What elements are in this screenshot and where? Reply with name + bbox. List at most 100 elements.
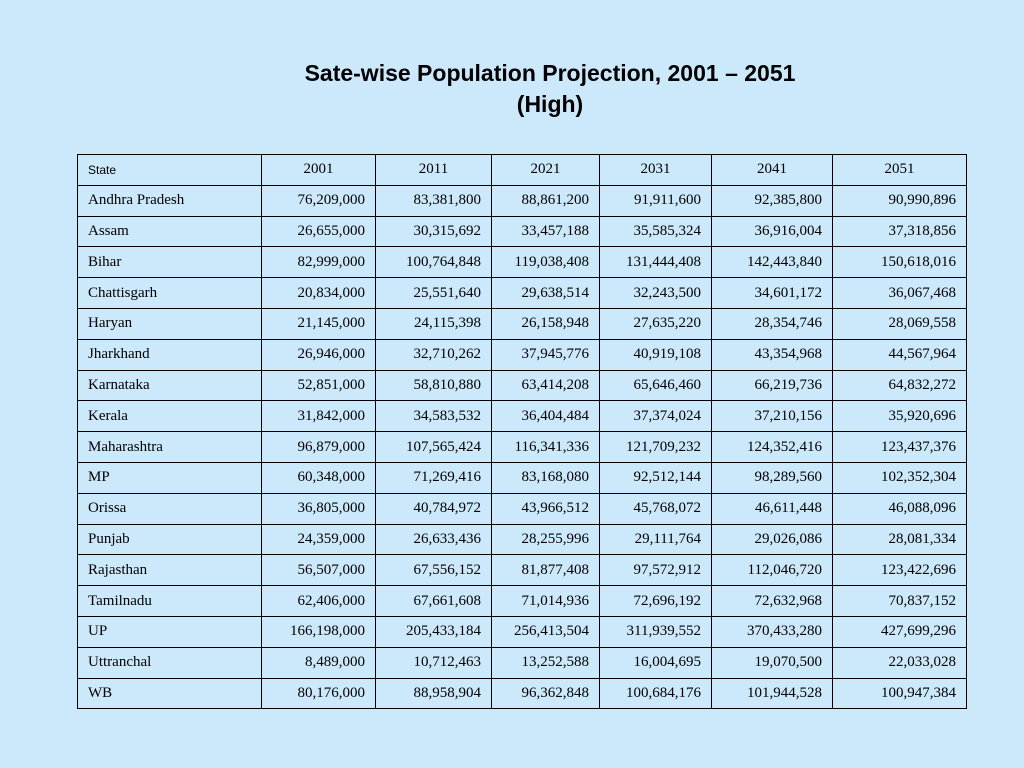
column-header-state: State [77,154,262,186]
column-header-2051: 2051 [832,154,967,186]
page-title: Sate-wise Population Projection, 2001 – … [200,58,900,120]
state-name-cell: Haryan [77,307,262,340]
population-cell: 52,851,000 [261,369,376,402]
population-cell: 28,069,558 [832,307,967,340]
population-cell: 24,359,000 [261,523,376,556]
state-name-cell: Tamilnadu [77,585,262,617]
table-row: Maharashtra 96,879,000 107,565,424 116,341,… [77,431,967,463]
population-cell: 26,946,000 [261,338,376,371]
table-row: Assam 26,655,000 30,315,692 33,457,188 35,58… [77,215,967,248]
population-cell: 16,004,695 [599,646,712,679]
population-cell: 88,861,200 [491,184,600,217]
population-cell: 29,638,514 [491,277,600,309]
population-cell: 101,944,528 [711,677,833,710]
population-cell: 98,289,560 [711,461,833,494]
population-cell: 72,696,192 [599,585,712,617]
population-cell: 29,111,764 [599,523,712,556]
population-cell: 37,210,156 [711,400,833,433]
population-cell: 62,406,000 [261,585,376,617]
population-cell: 46,088,096 [832,492,967,525]
population-cell: 100,947,384 [832,677,967,710]
population-cell: 100,764,848 [375,246,492,279]
column-header-2011: 2011 [375,154,492,186]
population-cell: 45,768,072 [599,492,712,525]
population-cell: 65,646,460 [599,369,712,402]
population-cell: 256,413,504 [491,615,600,648]
population-cell: 28,255,996 [491,523,600,556]
population-cell: 64,832,272 [832,369,967,402]
table-row: Andhra Pradesh 76,209,000 83,381,800 88,861… [77,184,967,217]
population-cell: 28,354,746 [711,307,833,340]
state-name-cell: Jharkhand [77,338,262,371]
population-cell: 58,810,880 [375,369,492,402]
population-cell: 29,026,086 [711,523,833,556]
population-cell: 36,067,468 [832,277,967,309]
population-cell: 96,879,000 [261,431,376,463]
state-name-cell: Assam [77,215,262,248]
population-cell: 43,354,968 [711,338,833,371]
population-cell: 96,362,848 [491,677,600,710]
population-cell: 370,433,280 [711,615,833,648]
table-row: Rajasthan 56,507,000 67,556,152 81,877,408 9… [77,554,967,587]
population-cell: 83,168,080 [491,461,600,494]
population-cell: 107,565,424 [375,431,492,463]
state-name-cell: MP [77,461,262,494]
population-cell: 24,115,398 [375,307,492,340]
population-cell: 166,198,000 [261,615,376,648]
population-cell: 205,433,184 [375,615,492,648]
population-cell: 67,556,152 [375,554,492,587]
table-row: Chattisgarh 20,834,000 25,551,640 29,638,51… [77,277,967,309]
population-cell: 60,348,000 [261,461,376,494]
population-cell: 35,585,324 [599,215,712,248]
population-cell: 67,661,608 [375,585,492,617]
population-cell: 116,341,336 [491,431,600,463]
table-header-row: State 2001 2011 2021 2031 2041 2051 [77,154,967,186]
state-name-cell: Orissa [77,492,262,525]
population-cell: 36,404,484 [491,400,600,433]
population-cell: 142,443,840 [711,246,833,279]
population-cell: 311,939,552 [599,615,712,648]
population-cell: 150,618,016 [832,246,967,279]
population-cell: 32,710,262 [375,338,492,371]
table-row: Kerala 31,842,000 34,583,532 36,404,484 37,3… [77,400,967,433]
table-row: Karnataka 52,851,000 58,810,880 63,414,208 6… [77,369,967,402]
title-line-1: Sate-wise Population Projection, 2001 – … [304,60,796,86]
column-header-2001: 2001 [261,154,376,186]
population-cell: 37,374,024 [599,400,712,433]
population-cell: 76,209,000 [261,184,376,217]
population-cell: 40,784,972 [375,492,492,525]
population-cell: 124,352,416 [711,431,833,463]
population-cell: 82,999,000 [261,246,376,279]
population-cell: 32,243,500 [599,277,712,309]
state-name-cell: Rajasthan [77,554,262,587]
population-cell: 34,583,532 [375,400,492,433]
column-header-2021: 2021 [491,154,600,186]
state-name-cell: Uttranchal [77,646,262,679]
population-cell: 46,611,448 [711,492,833,525]
population-cell: 97,572,912 [599,554,712,587]
population-cell: 28,081,334 [832,523,967,556]
population-cell: 123,422,696 [832,554,967,587]
state-name-cell: Bihar [77,246,262,279]
population-cell: 71,269,416 [375,461,492,494]
population-cell: 8,489,000 [261,646,376,679]
population-cell: 66,219,736 [711,369,833,402]
population-cell: 100,684,176 [599,677,712,710]
population-cell: 33,457,188 [491,215,600,248]
population-cell: 25,551,640 [375,277,492,309]
population-cell: 37,318,856 [832,215,967,248]
population-cell: 36,916,004 [711,215,833,248]
population-cell: 21,145,000 [261,307,376,340]
state-name-cell: Chattisgarh [77,277,262,309]
state-name-cell: WB [77,677,262,710]
column-header-2031: 2031 [599,154,712,186]
population-cell: 92,385,800 [711,184,833,217]
state-name-cell: Kerala [77,400,262,433]
population-cell: 123,437,376 [832,431,967,463]
population-cell: 44,567,964 [832,338,967,371]
state-name-cell: Punjab [77,523,262,556]
table-row: Bihar 82,999,000 100,764,848 119,038,408 131… [77,246,967,279]
population-cell: 31,842,000 [261,400,376,433]
population-table: State 2001 2011 2021 2031 2041 2051 Andh… [77,154,967,710]
population-cell: 26,158,948 [491,307,600,340]
